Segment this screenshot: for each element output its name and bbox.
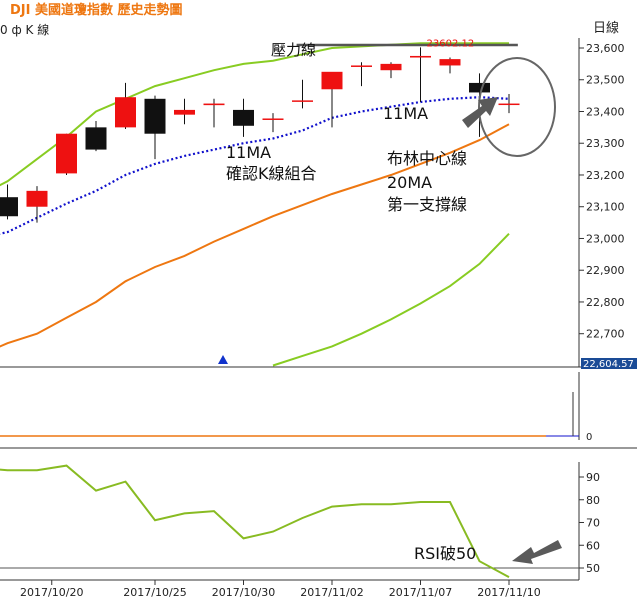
date-tick-label: 2017/10/30 xyxy=(212,586,275,599)
candle-body xyxy=(115,97,136,128)
indicator-label: 0 ф K 線 xyxy=(0,22,49,37)
candle-body xyxy=(321,71,343,90)
annotation-11ma-confirm: 11MA xyxy=(226,143,271,162)
annotation-first-support: 第一支撐線 xyxy=(387,195,467,214)
ma-20-orange-line xyxy=(0,123,510,348)
resistance-label: 壓力線 xyxy=(271,41,316,59)
period-label: 日線 xyxy=(593,20,619,36)
date-tick-label: 2017/10/25 xyxy=(123,586,186,599)
date-tick-label: 2017/11/02 xyxy=(300,586,363,599)
candle-body xyxy=(0,197,18,217)
arrow-to-rsi-icon xyxy=(512,540,562,564)
volume-zero-label: 0 xyxy=(586,432,592,443)
candle-body xyxy=(56,133,77,174)
price-tick-label: 22,900 xyxy=(586,264,625,277)
price-tick-label: 22,700 xyxy=(586,328,625,341)
rsi-tick-label: 50 xyxy=(586,562,600,575)
arrow-to-ellipse-icon xyxy=(462,97,498,128)
rsi-tick-label: 60 xyxy=(586,539,600,552)
annotation-20ma: 20MA xyxy=(387,173,432,192)
rsi-line xyxy=(0,464,510,578)
candle-body xyxy=(26,190,48,207)
price-tick-label: 23,100 xyxy=(586,201,625,214)
date-tick-label: 2017/11/10 xyxy=(477,586,540,599)
date-tick-label: 2017/10/20 xyxy=(20,586,83,599)
price-tick-label: 23,200 xyxy=(586,169,625,182)
price-tick-label: 23,400 xyxy=(586,105,625,118)
price-tick-label: 22,800 xyxy=(586,296,625,309)
candlestick-series xyxy=(0,47,520,223)
chart-title: DJI 美國道瓊指數 歷史走勢圖 xyxy=(10,2,183,18)
ma-11-dotted-line xyxy=(0,96,510,235)
annotation-boll-center: 布林中心線 xyxy=(387,149,467,168)
candle-body xyxy=(174,109,195,115)
price-tick-label: 23,000 xyxy=(586,232,625,245)
price-tick-label: 23,500 xyxy=(586,74,625,87)
candle-body xyxy=(380,63,402,71)
rsi-tick-label: 80 xyxy=(586,494,600,507)
last-value-badge xyxy=(581,358,637,369)
candle-body xyxy=(85,127,107,150)
annotation-rsi-break: RSI破50 xyxy=(414,544,476,563)
price-axis-ticks: 23,600 23,500 23,400 23,300 23,200 23,100 23,0… xyxy=(579,42,625,341)
rsi-panel: 90 80 70 60 50 0 xyxy=(0,392,600,578)
candle-body xyxy=(203,103,225,106)
date-tick-label: 2017/11/07 xyxy=(389,586,452,599)
annotation-k-line-combo: 確認K線組合 xyxy=(226,164,317,183)
price-tick-label: 23,300 xyxy=(586,137,625,150)
candle-body xyxy=(469,82,490,93)
signal-triangle-marker xyxy=(218,355,228,364)
price-tick-label: 23,600 xyxy=(586,42,625,55)
ma-green-lower-line xyxy=(272,233,510,367)
candle-body xyxy=(439,59,461,66)
rsi-tick-label: 90 xyxy=(586,471,600,484)
highlight-ellipse xyxy=(478,57,556,157)
high-value-label: 23602.12 xyxy=(427,38,475,49)
last-value-text: 22,604.57 xyxy=(583,359,634,370)
candle-body xyxy=(410,55,431,58)
rsi-tick-label: 70 xyxy=(586,517,600,530)
annotation-11ma-top: 11MA xyxy=(383,104,428,123)
candle-body xyxy=(292,100,313,102)
candle-body xyxy=(351,65,372,67)
candle-body xyxy=(498,103,520,106)
candle-body xyxy=(233,109,254,126)
candle-body xyxy=(262,118,284,120)
candle-body xyxy=(144,98,166,134)
date-axis-ticks: 72017/10/202017/10/252017/10/302017/11/0… xyxy=(20,580,541,599)
